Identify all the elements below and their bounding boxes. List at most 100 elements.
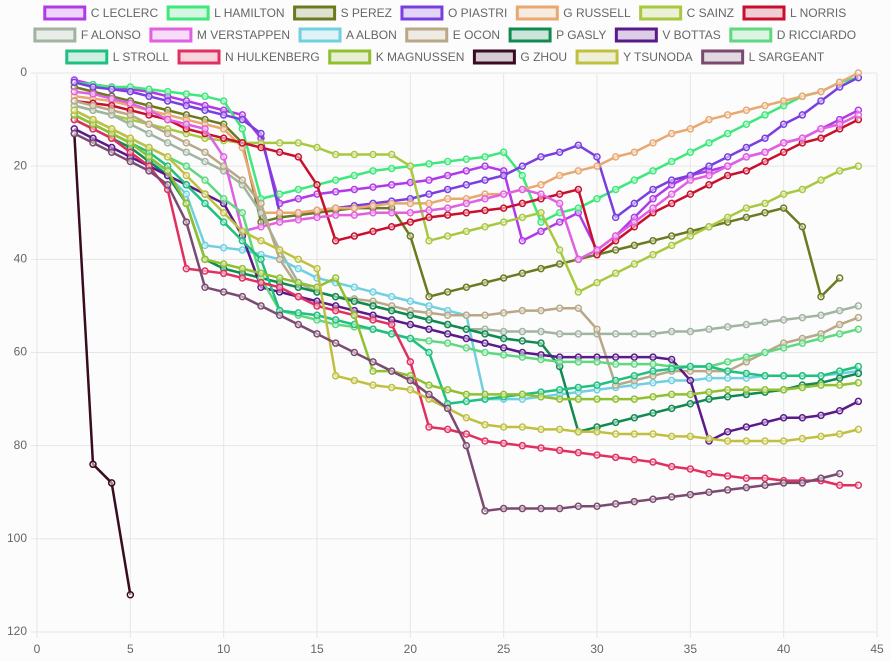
data-point	[537, 306, 545, 315]
legend-item: L STROLL	[65, 49, 169, 65]
data-point	[723, 129, 732, 138]
x-tick-label: 30	[590, 642, 604, 656]
data-point	[406, 358, 415, 366]
data-point	[798, 372, 807, 380]
data-point	[331, 292, 340, 301]
data-point	[574, 358, 583, 366]
data-point	[257, 222, 265, 231]
data-point	[350, 297, 359, 306]
data-point	[294, 209, 303, 217]
data-point	[555, 199, 564, 208]
data-point	[667, 129, 676, 138]
data-point	[275, 311, 284, 319]
data-point	[723, 486, 732, 494]
legend-row: F ALONSO M VERSTAPPEN A ALBON E OCON P GASLY…	[33, 27, 856, 43]
data-point	[779, 190, 788, 198]
data-point	[145, 92, 153, 101]
data-point	[219, 243, 228, 252]
data-point	[761, 157, 769, 166]
data-point	[182, 162, 191, 170]
data-point	[462, 344, 471, 352]
data-point	[686, 148, 695, 156]
data-point	[817, 381, 825, 389]
data-point	[425, 160, 433, 168]
data-point	[126, 590, 135, 599]
data-point	[275, 246, 284, 254]
data-point	[369, 316, 377, 324]
data-point	[667, 493, 676, 501]
data-point	[387, 320, 396, 329]
data-point	[219, 195, 228, 203]
data-point	[611, 453, 620, 462]
data-point	[537, 209, 545, 217]
data-point	[425, 292, 433, 301]
data-point	[835, 381, 844, 389]
data-point	[369, 288, 377, 296]
data-point	[182, 148, 191, 156]
data-point	[705, 171, 713, 180]
y-tick-label: 120	[7, 624, 27, 638]
data-point	[163, 87, 172, 96]
data-point	[574, 185, 583, 194]
data-point	[667, 327, 676, 336]
data-point	[499, 204, 508, 212]
legend-item: E OCON	[405, 27, 500, 43]
data-point	[499, 390, 508, 399]
y-tick-label: 0	[20, 65, 27, 79]
data-point	[499, 439, 508, 448]
data-point	[499, 334, 508, 343]
data-point	[854, 162, 863, 170]
data-point	[406, 376, 415, 385]
data-point	[742, 483, 751, 492]
data-point	[555, 171, 564, 180]
data-point	[294, 309, 303, 317]
data-point	[313, 302, 321, 310]
data-point	[313, 330, 321, 338]
data-point	[481, 330, 489, 338]
data-point	[481, 437, 489, 445]
data-point	[630, 455, 639, 464]
data-point	[779, 139, 788, 147]
data-point	[705, 181, 713, 189]
data-point	[313, 143, 321, 152]
data-point	[537, 339, 545, 347]
data-point	[201, 92, 209, 101]
legend-swatch	[405, 27, 449, 43]
data-point	[70, 129, 79, 138]
data-point	[369, 381, 377, 389]
legend-swatch	[400, 5, 444, 21]
legend-label: K MAGNUSSEN	[376, 50, 465, 64]
data-point	[574, 427, 583, 436]
data-point	[425, 390, 433, 399]
data-point	[817, 334, 825, 343]
data-point	[555, 218, 564, 226]
data-point	[462, 441, 471, 450]
data-point	[387, 199, 396, 208]
data-point	[630, 430, 639, 438]
data-point	[761, 372, 769, 380]
data-point	[649, 250, 657, 259]
data-point	[406, 311, 415, 319]
legend-label: G RUSSELL	[563, 6, 631, 20]
data-point	[611, 330, 620, 338]
data-point	[350, 171, 359, 180]
data-point	[219, 209, 228, 217]
y-tick-label: 40	[14, 252, 28, 266]
data-point	[126, 120, 135, 128]
legend-row: C LECLERC L HAMILTON S PEREZ O PIASTRI G RUS…	[43, 5, 846, 21]
legend-item: D RICCIARDO	[729, 27, 856, 43]
data-point	[649, 139, 657, 147]
data-point	[275, 255, 284, 264]
data-point	[499, 344, 508, 352]
data-point	[201, 106, 209, 115]
data-point	[854, 325, 863, 333]
data-point	[219, 288, 228, 296]
data-point	[742, 167, 751, 175]
data-point	[350, 348, 359, 357]
data-point	[481, 348, 489, 357]
data-point	[331, 176, 340, 184]
data-point	[163, 129, 172, 138]
data-point	[219, 97, 228, 105]
data-point	[387, 150, 396, 159]
